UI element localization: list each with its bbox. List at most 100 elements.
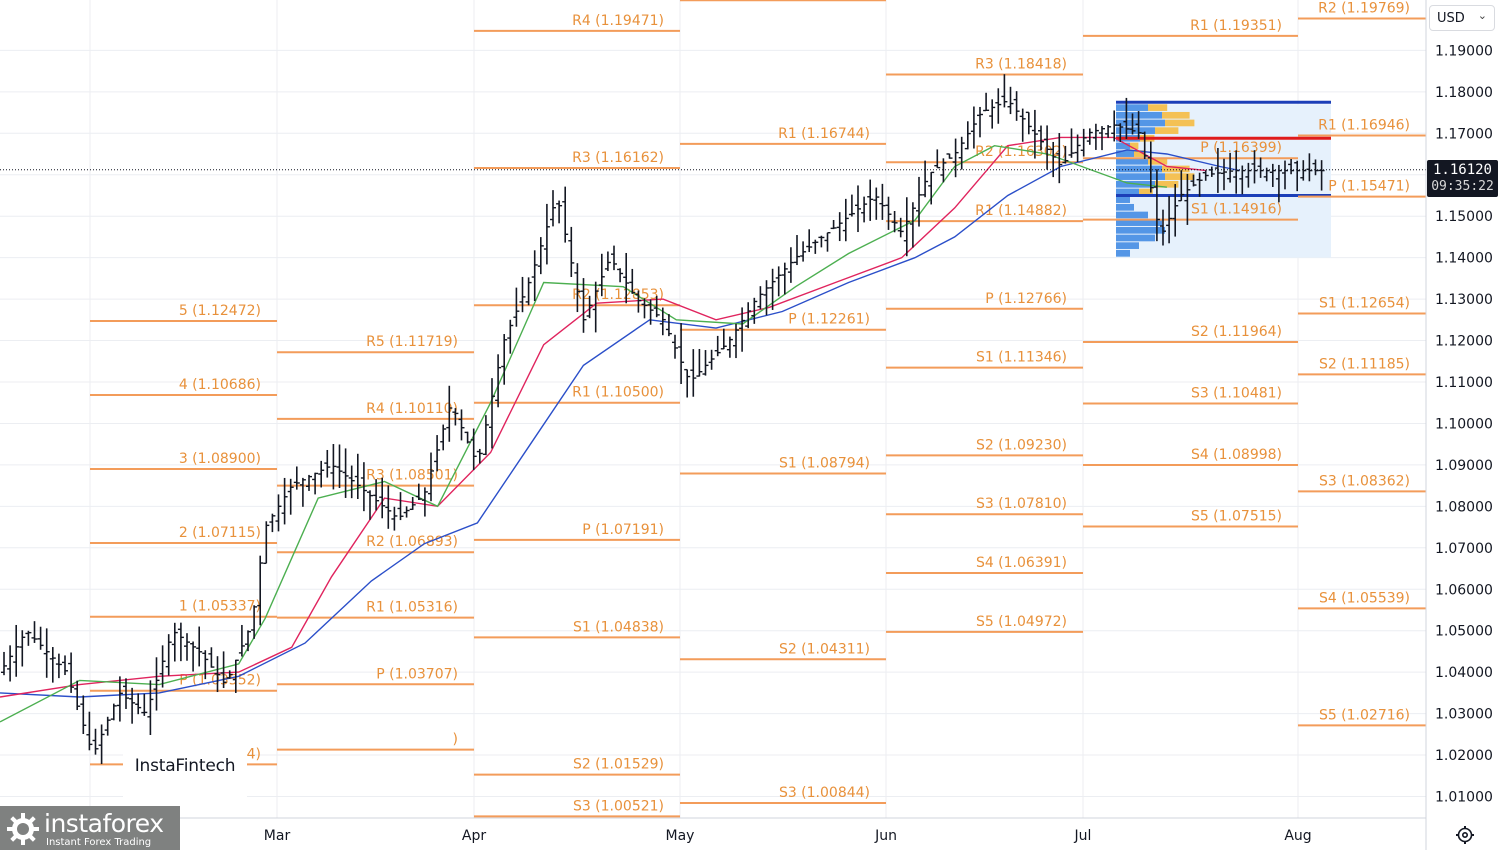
pivot-label: S5 (1.02716) [1319, 707, 1410, 723]
volume-profile-row [1116, 165, 1162, 173]
pivot-label: S1 (1.04838) [573, 619, 664, 635]
price-tick-label: 1.15000 [1435, 209, 1493, 225]
pivot-label: S1 (1.14916) [1191, 202, 1282, 218]
volume-profile-row [1116, 157, 1148, 165]
time-axis[interactable]: Mar Apr May Jun Jul Aug [264, 828, 1312, 844]
gear-logo-icon [7, 813, 39, 845]
price-tick-label: 1.01000 [1435, 790, 1493, 806]
pivot-label: R1 (1.10500) [572, 385, 664, 401]
pivot-label: S1 (1.08794) [779, 455, 870, 471]
volume-profile-row [1116, 203, 1134, 211]
time-tick-label: Mar [264, 828, 291, 844]
pivot-label: S1 (1.12654) [1319, 295, 1410, 311]
pivot-label: R4 (1.19471) [572, 13, 664, 29]
price-tick-label: 1.10000 [1435, 416, 1493, 432]
volume-profile-row-up [1162, 165, 1190, 173]
settings-gear-icon[interactable] [1455, 825, 1475, 845]
price-tick-label: 1.17000 [1435, 126, 1493, 142]
volume-profile-row [1116, 234, 1155, 242]
pivot-label: 3 (1.08900) [179, 451, 261, 467]
pivot-label: P (1.07191) [582, 522, 664, 538]
volume-profile-row-up [1139, 188, 1153, 196]
volume-profile-row [1116, 226, 1165, 234]
pivot-label: 5 (1.12472) [179, 303, 261, 319]
price-axis[interactable]: 1.01000 1.02000 1.03000 1.04000 1.05000 1.060… [1435, 43, 1493, 805]
pivot-label: S2 (1.11185) [1319, 356, 1410, 372]
pivot-label: S2 (1.01529) [573, 757, 664, 773]
pivot-label: S4 (1.08998) [1191, 447, 1282, 463]
time-tick-label: Jun [874, 828, 897, 844]
volume-profile-row-up [1148, 104, 1168, 111]
price-tick-label: 1.14000 [1435, 251, 1493, 267]
pivot-label: 1 (1.05337) [179, 599, 261, 615]
pivot-label: 4 (1.10686) [179, 377, 261, 393]
last-price-value: 1.16120 [1432, 162, 1492, 178]
time-tick-label: Aug [1284, 828, 1311, 844]
chevron-down-icon: ⌄ [1477, 9, 1487, 22]
volume-profile-row [1116, 104, 1148, 111]
price-tick-label: 1.18000 [1435, 85, 1493, 101]
volume-profile-row-up [1162, 111, 1190, 119]
volume-profile-row [1116, 150, 1134, 157]
pivot-label: R2 (1.06893) [366, 534, 458, 550]
volume-profile-row [1116, 211, 1148, 219]
pivot-label: S3 (1.07810) [976, 496, 1067, 512]
pivot-label: S4 (1.05539) [1319, 590, 1410, 606]
pivot-label: R1 (1.19351) [1190, 18, 1282, 34]
volume-profile-row [1116, 196, 1130, 203]
pivot-label: P (1.12261) [788, 312, 870, 328]
price-tick-label: 1.08000 [1435, 499, 1493, 515]
volume-profile-row [1116, 173, 1165, 180]
volume-profile-row [1116, 249, 1130, 257]
pivot-label: 2 (1.07115) [179, 525, 261, 541]
pivot-label: S3 (1.08362) [1319, 473, 1410, 489]
volume-profile-row [1116, 219, 1162, 226]
volume-profile-row-up [1134, 150, 1145, 157]
volume-profile-row [1116, 119, 1165, 127]
pivot-label: S2 (1.04311) [779, 641, 870, 657]
currency-value: USD [1437, 10, 1465, 26]
pivot-label: P (1.15471) [1328, 179, 1410, 195]
volume-profile-row-up [1130, 142, 1139, 150]
volume-profile-row-up [1165, 119, 1195, 127]
chart-watermark: InstaFintech [123, 735, 247, 797]
volume-profile-row [1116, 142, 1130, 150]
pivot-label: S3 (1.10481) [1191, 386, 1282, 402]
pivot-label: R4 (1.10110) [366, 401, 458, 417]
volume-profile-row-up [1155, 127, 1179, 134]
brand-name: instaforex [44, 809, 164, 838]
ohlc-bars [1, 74, 1325, 765]
price-tick-label: 1.05000 [1435, 624, 1493, 640]
candle-countdown: 09:35:22 [1431, 179, 1494, 194]
volume-profile-row-up [1165, 173, 1195, 180]
price-tick-label: 1.06000 [1435, 582, 1493, 598]
price-tick-label: 1.03000 [1435, 707, 1493, 723]
pivot-label: R1 (1.16744) [778, 126, 870, 142]
price-tick-label: 1.09000 [1435, 458, 1493, 474]
price-tick-label: 1.02000 [1435, 748, 1493, 764]
pivot-label: S2 (1.11964) [1191, 324, 1282, 340]
price-tick-label: 1.04000 [1435, 665, 1493, 681]
pivot-label: ) [453, 732, 458, 748]
price-tick-label: 1.07000 [1435, 541, 1493, 557]
pivot-label: S5 (1.07515) [1191, 508, 1282, 524]
pivot-label: R3 (1.18418) [975, 57, 1067, 73]
pivot-label: S3 (1.00844) [779, 785, 870, 801]
pivot-label: S4 (1.06391) [976, 555, 1067, 571]
time-tick-label: Apr [462, 828, 486, 844]
currency-selector[interactable]: USD ⌄ [1429, 5, 1495, 31]
pivot-label: R3 (1.08501) [366, 468, 458, 484]
pivot-label: P (1.03707) [376, 666, 458, 682]
pivot-label: S3 (1.00521) [573, 798, 664, 814]
brand-tagline: Instant Forex Trading [46, 837, 152, 848]
volume-profile-row-up [1155, 180, 1179, 188]
pivot-label: R5 (1.11719) [366, 334, 458, 350]
pivot-label: S5 (1.04972) [976, 614, 1067, 630]
price-tick-label: 1.19000 [1435, 43, 1493, 59]
price-tick-label: 1.12000 [1435, 334, 1493, 350]
price-tick-label: 1.13000 [1435, 292, 1493, 308]
volume-profile-row [1116, 188, 1139, 196]
pivot-label: P (1.16399) [1200, 140, 1282, 156]
pivot-label: R2 (1.19769) [1318, 1, 1410, 17]
